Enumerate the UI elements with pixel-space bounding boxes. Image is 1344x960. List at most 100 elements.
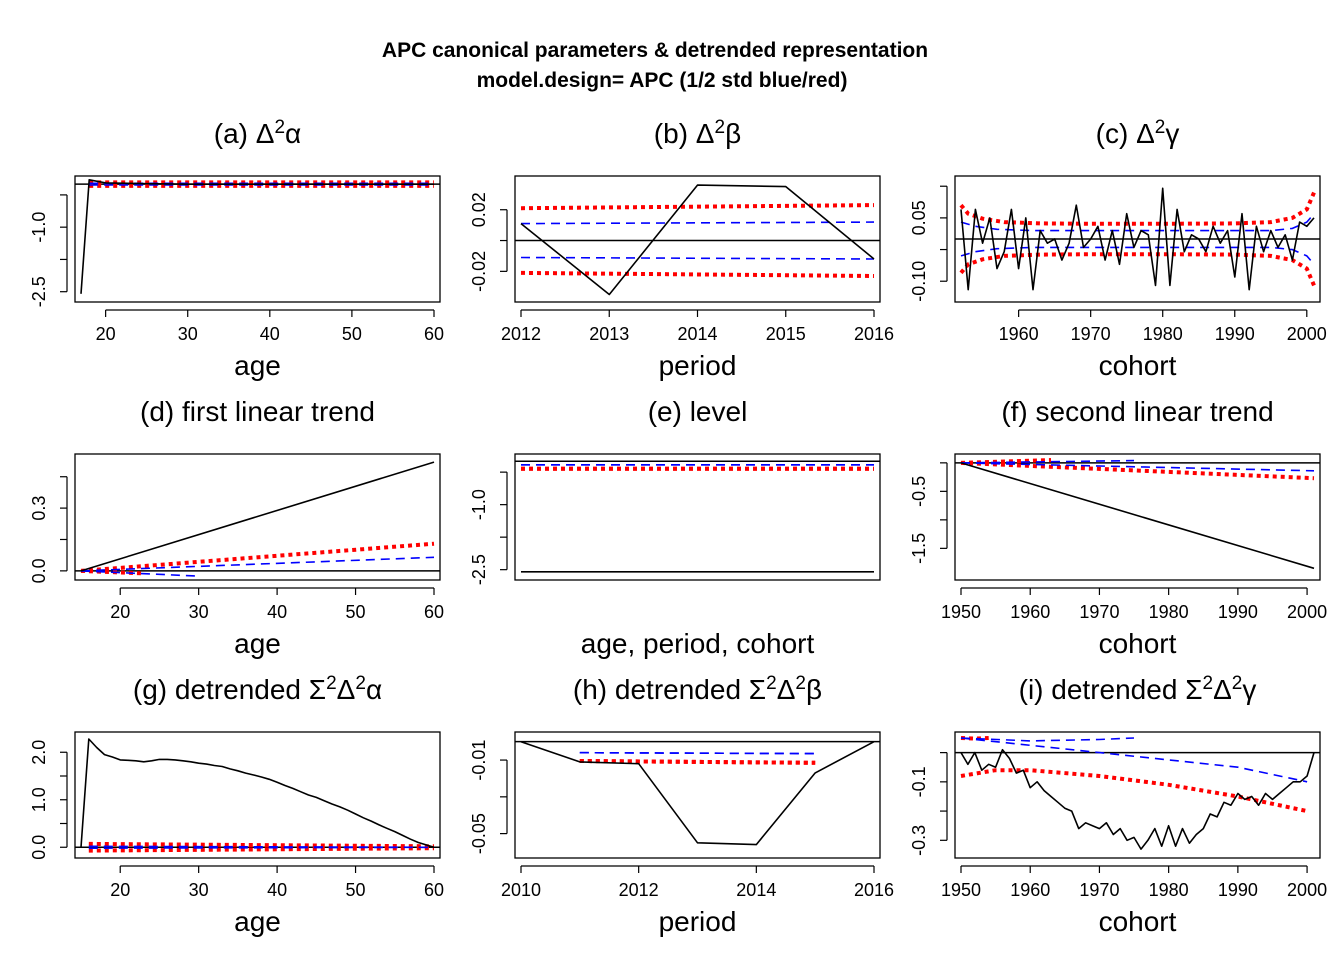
y-axis-e: -2.5 -1.0 — [469, 471, 508, 585]
y-axis-d: 0.0 0.3 — [29, 476, 68, 583]
panel-title-b: (b) Δ2β — [654, 117, 741, 149]
y-axis-c: -0.10 0.05 — [909, 185, 948, 302]
plot-area-h — [515, 740, 880, 846]
series-half-std-upper-c — [960, 213, 1315, 232]
x-tick-label-d: 50 — [346, 602, 366, 622]
y-axis-i: -0.3 -0.1 — [909, 752, 948, 856]
y-tick-label-c: 0.05 — [909, 200, 929, 235]
series-estimate-g — [80, 738, 435, 849]
x-tick-label-f: 1990 — [1218, 602, 1258, 622]
plot-box-i — [954, 731, 1321, 859]
x-tick-label-c: 1960 — [999, 324, 1039, 344]
y-tick-label-e: -2.5 — [469, 554, 489, 585]
y-axis-h: -0.05 -0.01 — [469, 740, 508, 854]
plot-box-f — [954, 453, 1321, 581]
x-tick-label-c: 1980 — [1143, 324, 1183, 344]
x-axis-label-a: age — [234, 350, 281, 381]
x-tick-label-d: 30 — [189, 602, 209, 622]
x-tick-label-i: 1970 — [1079, 880, 1119, 900]
panel-c: 1960 1970 1980 1990 2000 -0.10 0.05 (c) Δ2γ coho… — [909, 117, 1327, 381]
series-half-std-upper-d — [80, 556, 435, 572]
x-tick-label-a: 20 — [96, 324, 116, 344]
plot-box-g — [74, 731, 441, 859]
panel-e: -2.5 -1.0 (e) level age, period, cohort — [469, 396, 881, 659]
x-axis-label-i: cohort — [1099, 906, 1177, 937]
x-tick-label-f: 2000 — [1287, 602, 1327, 622]
panels-grid: 20 30 40 50 60 -2.5 -1.0 (a) Δ2α age 2012 2013 2014… — [29, 117, 1327, 937]
x-tick-label-f: 1980 — [1149, 602, 1189, 622]
series-estimate-c — [960, 187, 1315, 291]
x-tick-label-a: 30 — [178, 324, 198, 344]
plot-area-b — [515, 184, 880, 296]
x-tick-label-i: 1990 — [1218, 880, 1258, 900]
series-std-lower-b — [520, 270, 875, 278]
series-half-std-upper-b — [520, 221, 875, 225]
x-axis-a: 20 30 40 50 60 — [96, 309, 444, 344]
x-tick-label-h: 2016 — [854, 880, 894, 900]
x-tick-label-i: 1980 — [1149, 880, 1189, 900]
series-std-lower-g — [88, 846, 435, 853]
series-std-upper-b — [520, 203, 875, 211]
series-half-std-lower-d — [80, 570, 199, 577]
x-axis-label-c: cohort — [1099, 350, 1177, 381]
y-axis-b: -0.02 0.02 — [469, 192, 508, 292]
series-estimate-d — [80, 461, 435, 572]
x-tick-label-i: 2000 — [1287, 880, 1327, 900]
x-axis-f: 1950 1960 1970 1980 1990 2000 — [941, 587, 1327, 622]
series-std-upper-c — [959, 191, 1316, 226]
x-tick-label-a: 50 — [342, 324, 362, 344]
y-tick-label-e: -1.0 — [469, 489, 489, 520]
plot-box-d — [74, 453, 441, 581]
x-tick-label-b: 2016 — [854, 324, 894, 344]
y-tick-label-g: 2.0 — [29, 740, 49, 765]
x-axis-d: 20 30 40 50 60 — [110, 587, 444, 622]
plot-area-c — [955, 187, 1320, 291]
y-tick-label-h: -0.01 — [469, 740, 489, 781]
plot-area-f — [955, 458, 1320, 570]
series-std-upper-f — [960, 458, 1052, 465]
x-tick-label-h: 2012 — [619, 880, 659, 900]
x-tick-label-f: 1950 — [941, 602, 981, 622]
x-tick-label-c: 1990 — [1215, 324, 1255, 344]
x-tick-label-d: 40 — [267, 602, 287, 622]
y-tick-label-i: -0.3 — [909, 825, 929, 856]
panel-f: 1950 1960 1970 1980 1990 2000 -1.5 -0.5 (f) seco… — [909, 396, 1327, 659]
x-tick-label-a: 40 — [260, 324, 280, 344]
series-half-std-lower-i — [960, 737, 1308, 783]
plot-box-h — [514, 731, 881, 859]
x-tick-label-g: 40 — [267, 880, 287, 900]
x-tick-label-g: 20 — [110, 880, 130, 900]
x-tick-label-d: 60 — [424, 602, 444, 622]
series-half-std-lower-g — [88, 846, 435, 850]
x-axis-label-h: period — [659, 906, 737, 937]
y-tick-label-h: -0.05 — [469, 813, 489, 854]
x-axis-label-b: period — [659, 350, 737, 381]
y-tick-label-d: 0.0 — [29, 558, 49, 583]
panel-i: 1950 1960 1970 1980 1990 2000 -0.3 -0.1 (i) detr… — [909, 673, 1327, 937]
x-tick-label-b: 2014 — [677, 324, 717, 344]
x-tick-label-c: 1970 — [1071, 324, 1111, 344]
x-tick-label-c: 2000 — [1287, 324, 1327, 344]
panel-title-a: (a) Δ2α — [214, 117, 301, 149]
series-estimate-f — [960, 462, 1315, 570]
panel-g: 20 30 40 50 60 0.0 1.0 2.0 (g) detrended Σ2Δ2α ag… — [29, 673, 444, 937]
x-tick-label-i: 1950 — [941, 880, 981, 900]
figure-title: APC canonical parameters & detrended rep… — [382, 39, 928, 62]
x-tick-label-a: 60 — [424, 324, 444, 344]
y-tick-label-a: -1.0 — [29, 212, 49, 243]
series-std-lower-i — [960, 768, 1308, 814]
x-axis-g: 20 30 40 50 60 — [110, 865, 444, 900]
x-tick-label-f: 1960 — [1010, 602, 1050, 622]
panel-title-g: (g) detrended Σ2Δ2α — [133, 673, 382, 705]
panel-title-c: (c) Δ2γ — [1096, 117, 1180, 149]
x-axis-label-e: age, period, cohort — [581, 628, 815, 659]
x-axis-b: 2012 2013 2014 2015 2016 — [501, 309, 894, 344]
panel-title-e: (e) level — [648, 396, 748, 427]
y-axis-f: -1.5 -0.5 — [909, 462, 948, 564]
series-estimate-a — [80, 179, 434, 294]
y-tick-label-a: -2.5 — [29, 276, 49, 307]
x-tick-label-f: 1970 — [1079, 602, 1119, 622]
y-tick-label-i: -0.1 — [909, 766, 929, 797]
plot-area-e — [515, 460, 880, 573]
